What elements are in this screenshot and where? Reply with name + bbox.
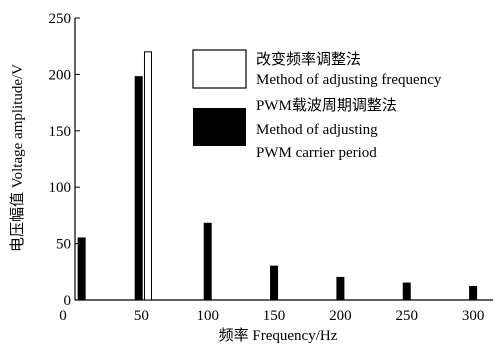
x-tick-label: 50 <box>134 308 149 324</box>
bar-pwm-method <box>469 285 478 301</box>
y-tick-label: 200 <box>49 67 72 83</box>
x-tick-label: 200 <box>329 308 352 324</box>
legend-swatch-pwm <box>193 108 246 146</box>
x-tick-label: 100 <box>196 308 219 324</box>
y-tick-label: 50 <box>56 237 71 253</box>
y-axis-title: 电压幅值 Voltage amplitude/V <box>9 64 26 252</box>
legend-label-pwm-en-1: Method of adjusting <box>256 122 378 138</box>
y-tick-label: 100 <box>49 180 72 196</box>
legend: 改变频率调整法 Method of adjusting frequency PW… <box>192 49 442 161</box>
legend-label-frequency-cn: 改变频率调整法 <box>256 51 361 68</box>
plot-area: 0 50 100 150 200 250 0 50 100 150 200 250 300 <box>49 11 493 324</box>
y-tick-label: 250 <box>49 11 72 27</box>
legend-label-pwm-en-2: PWM carrier period <box>256 145 377 161</box>
y-tick-label: 150 <box>49 124 72 140</box>
bar-pwm-method <box>402 282 411 301</box>
x-tick-label: 300 <box>462 308 485 324</box>
bar-pwm-method <box>77 237 86 301</box>
bar-pwm-method <box>270 265 279 301</box>
legend-label-frequency-en: Method of adjusting frequency <box>256 72 442 88</box>
legend-label-pwm-cn: PWM载波周期调整法 <box>256 97 397 114</box>
x-axis-title: 频率 Frequency/Hz <box>219 327 338 344</box>
bar-pwm-method <box>336 276 345 301</box>
x-tick-label: 150 <box>263 308 286 324</box>
legend-swatch-frequency <box>192 49 247 89</box>
x-tick-label: 250 <box>395 308 418 324</box>
bar-pwm-method <box>134 76 143 301</box>
bar-frequency-method <box>143 51 152 301</box>
y-tick-label: 0 <box>64 293 72 309</box>
x-tick-label-origin: 0 <box>59 308 67 324</box>
bar-pwm-method <box>203 222 212 301</box>
